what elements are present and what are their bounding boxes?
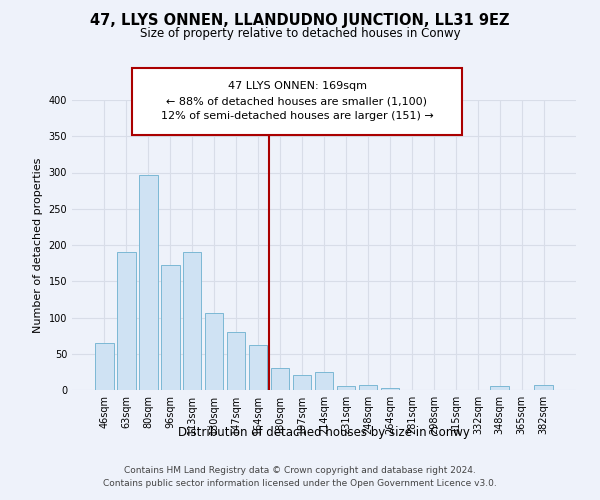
Bar (249, 345, 268, 390)
Bar (271, 368, 289, 390)
Bar (314, 372, 334, 390)
Bar (535, 385, 553, 390)
Bar (490, 386, 509, 390)
Text: 47 LLYS ONNEN: 169sqm
← 88% of detached houses are smaller (1,100)
12% of semi-d: 47 LLYS ONNEN: 169sqm ← 88% of detached … (161, 82, 433, 121)
Text: Distribution of detached houses by size in Conwy: Distribution of detached houses by size … (178, 426, 470, 439)
Bar (227, 332, 245, 390)
Bar (205, 313, 223, 390)
Text: Contains HM Land Registry data © Crown copyright and database right 2024.
Contai: Contains HM Land Registry data © Crown c… (103, 466, 497, 487)
Bar (293, 375, 311, 390)
Bar (183, 252, 202, 390)
Y-axis label: Number of detached properties: Number of detached properties (33, 158, 43, 332)
Bar (161, 266, 179, 390)
Text: Size of property relative to detached houses in Conwy: Size of property relative to detached ho… (140, 28, 460, 40)
Text: 47, LLYS ONNEN, LLANDUDNO JUNCTION, LL31 9EZ: 47, LLYS ONNEN, LLANDUDNO JUNCTION, LL31… (90, 12, 510, 28)
Bar (117, 252, 136, 390)
Bar (380, 388, 399, 390)
Bar (95, 343, 113, 390)
Bar (139, 174, 158, 390)
Bar (337, 386, 355, 390)
Bar (359, 385, 377, 390)
